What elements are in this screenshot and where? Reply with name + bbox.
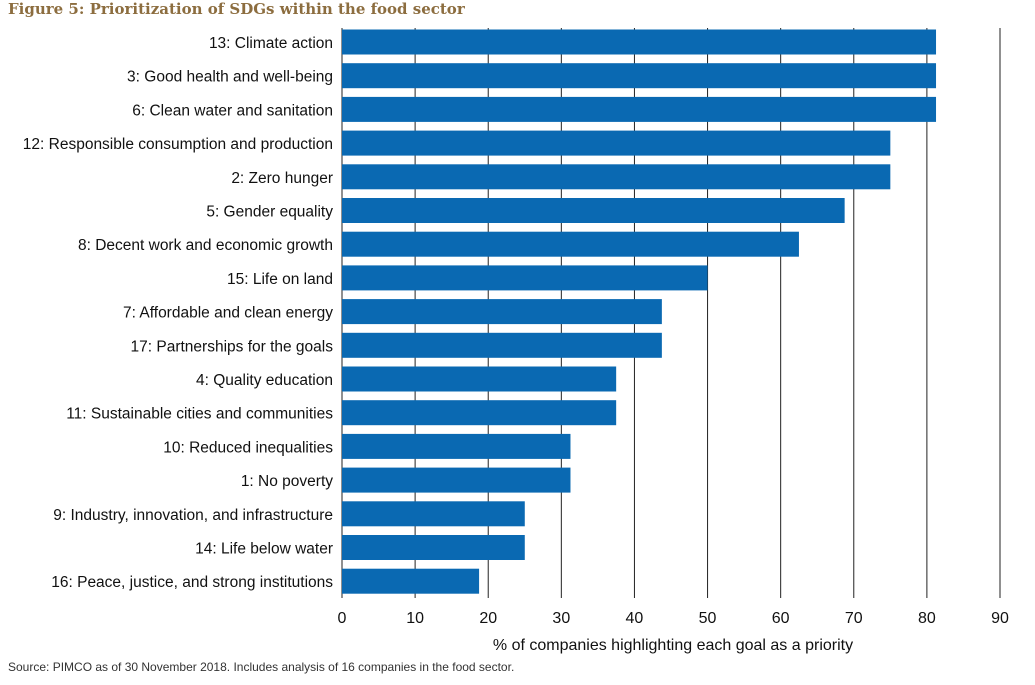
- category-label: 4: Quality education: [196, 372, 333, 389]
- bar: [342, 130, 891, 156]
- bar: [342, 332, 662, 358]
- x-tick-label: 60: [772, 610, 790, 627]
- bar: [342, 535, 525, 560]
- bar: [342, 231, 799, 257]
- category-label: 6: Clean water and sanitation: [132, 102, 333, 119]
- x-tick-label: 20: [479, 610, 497, 627]
- x-tick-label: 70: [845, 610, 863, 627]
- category-label: 1: No poverty: [241, 473, 333, 490]
- category-label: 15: Life on land: [227, 271, 333, 288]
- x-tick-label: 40: [626, 610, 644, 627]
- bar: [342, 299, 662, 325]
- bar: [342, 29, 937, 55]
- x-tick-label: 10: [406, 610, 424, 627]
- bar: [342, 265, 708, 291]
- bars: [342, 29, 937, 594]
- category-labels: 13: Climate action 3: Good health and wel…: [23, 35, 333, 591]
- x-axis-title: % of companies highlighting each goal as…: [493, 637, 853, 654]
- category-label: 7: Affordable and clean energy: [123, 305, 333, 322]
- bar: [342, 198, 845, 223]
- category-label: 2: Zero hunger: [231, 170, 333, 187]
- bar: [342, 400, 617, 426]
- x-axis-ticks: 0 10 20 30 40 50 60 70 80 90: [338, 610, 1009, 627]
- figure-title: Figure 5: Prioritization of SDGs within …: [8, 0, 465, 18]
- x-tick-label: 80: [918, 610, 936, 627]
- category-label: 14: Life below water: [195, 541, 333, 558]
- bar: [342, 501, 525, 527]
- bar: [342, 433, 571, 459]
- category-label: 5: Gender equality: [206, 204, 333, 221]
- bar: [342, 63, 937, 89]
- x-tick-label: 0: [338, 610, 347, 627]
- category-label: 8: Decent work and economic growth: [78, 237, 333, 254]
- source-note: Source: PIMCO as of 30 November 2018. In…: [8, 660, 515, 674]
- category-label: 9: Industry, innovation, and infrastruct…: [53, 507, 333, 524]
- bar: [342, 467, 571, 493]
- bar: [342, 96, 937, 122]
- category-label: 16: Peace, justice, and strong instituti…: [51, 574, 333, 591]
- x-tick-label: 30: [552, 610, 570, 627]
- bar: [342, 568, 480, 594]
- bar: [342, 164, 891, 190]
- category-label: 3: Good health and well-being: [127, 69, 333, 86]
- category-label: 12: Responsible consumption and producti…: [23, 136, 333, 153]
- x-tick-label: 50: [699, 610, 717, 627]
- bar: [342, 366, 617, 392]
- category-label: 11: Sustainable cities and communities: [66, 406, 333, 423]
- x-tick-label: 90: [991, 610, 1009, 627]
- category-label: 10: Reduced inequalities: [163, 439, 333, 456]
- category-label: 13: Climate action: [209, 35, 333, 52]
- category-label: 17: Partnerships for the goals: [131, 338, 334, 355]
